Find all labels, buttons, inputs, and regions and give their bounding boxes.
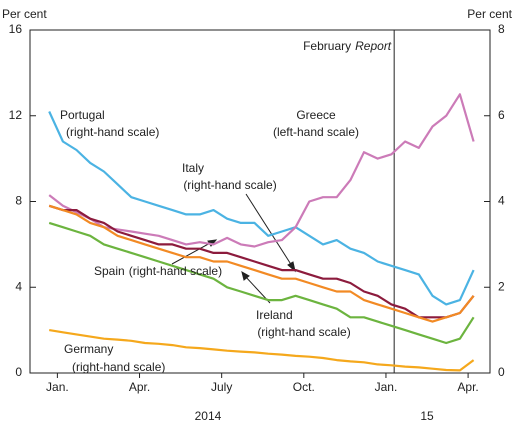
series-note: (right-hand scale) (72, 360, 165, 374)
year-label: 2014 (195, 409, 222, 423)
series-note: (right-hand scale) (183, 178, 276, 192)
series-line (48, 204, 475, 323)
x-tick-label: Oct. (293, 380, 315, 394)
y2-tick-label: 2 (498, 279, 505, 293)
arrows (171, 193, 296, 304)
y2-tick-label: 4 (498, 194, 505, 208)
y-tick-label: 4 (15, 279, 22, 293)
series-line (48, 111, 475, 306)
series-line (48, 204, 475, 319)
series-note: (right-hand scale) (66, 125, 159, 139)
series-name: Spain (94, 264, 125, 278)
x-tick-label: Jan. (46, 380, 69, 394)
series-note: (left-hand scale) (273, 125, 359, 139)
x-tick-label: Apr. (129, 380, 150, 394)
y2-tick-label: 6 (498, 108, 505, 122)
y-tick-label: 12 (9, 108, 23, 122)
series-line (48, 93, 475, 248)
series-note: (right-hand scale) (129, 264, 222, 278)
y-tick-label: 8 (15, 194, 22, 208)
series-name: Portugal (60, 108, 105, 122)
series-name: Italy (182, 161, 204, 175)
y-axis-label: Per cent (2, 7, 47, 21)
reference-label-text: February (303, 39, 351, 53)
arrow (171, 241, 213, 265)
series-name: Greece (296, 108, 336, 122)
y2-axis-label: Per cent (467, 7, 512, 21)
y2-tick-label: 0 (498, 365, 505, 379)
y2-tick-label: 8 (498, 22, 505, 36)
x-tick-label: Jan. (375, 380, 398, 394)
series-label: Spain (right-hand scale) (94, 264, 222, 278)
y-tick-label: 0 (15, 365, 22, 379)
series-name: Germany (64, 342, 113, 356)
year-label: 15 (420, 409, 434, 423)
x-tick-label: July (211, 380, 232, 394)
series-name: Ireland (256, 308, 293, 322)
series-line (49, 329, 475, 372)
y-tick-label: 16 (9, 22, 23, 36)
x-tick-label: Apr. (457, 380, 478, 394)
arrowhead (241, 270, 250, 281)
arrowhead (287, 261, 296, 273)
arrow (245, 193, 293, 267)
reference-label: February Report (303, 39, 392, 53)
reference-label-italic: Report (355, 39, 392, 53)
series-note: (right-hand scale) (257, 325, 350, 339)
series-line (48, 221, 475, 345)
